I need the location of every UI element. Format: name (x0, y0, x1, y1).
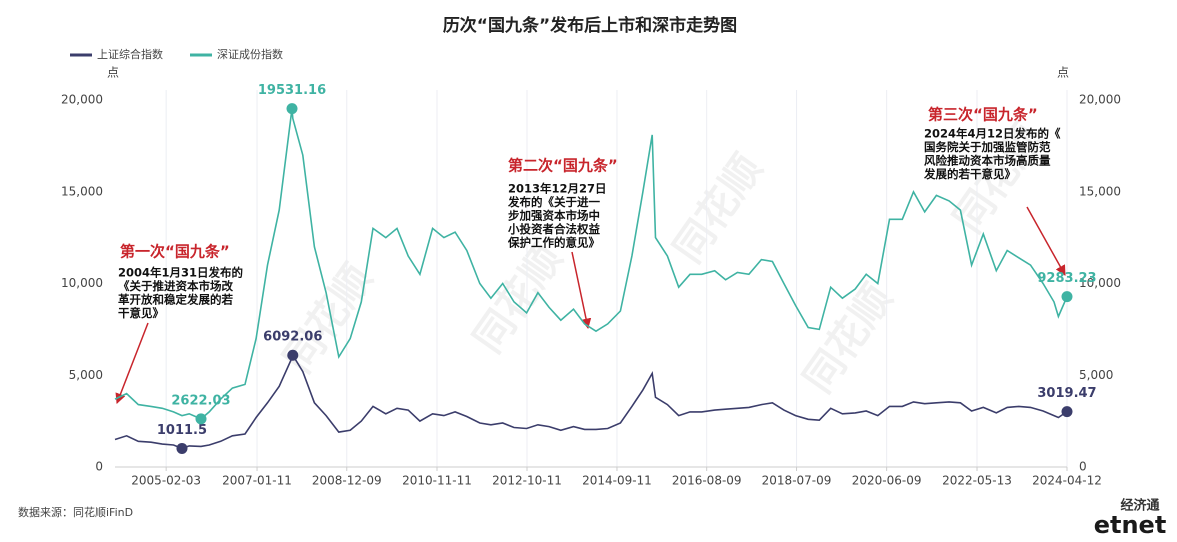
annotation-text: 小投资者合法权益 (507, 222, 600, 236)
annotation-text: 风险推动资本市场高质量 (924, 154, 1051, 168)
series-line (114, 108, 1068, 420)
watermark: 同花顺 (665, 147, 772, 272)
point-label: 9283.23 (1037, 271, 1096, 286)
annotation-text: 干意见》 (118, 306, 164, 320)
y2-tick-label: 5,000 (1079, 368, 1113, 382)
point-label: 3019.47 (1037, 386, 1096, 401)
watermark: 同花顺 (465, 237, 572, 362)
highlight-point (195, 413, 207, 425)
y-tick-label: 15,000 (61, 184, 103, 198)
x-tick-label: 2022-05-13 (942, 474, 1012, 488)
highlight-point (1061, 406, 1073, 418)
x-tick-label: 2024-04-12 (1032, 474, 1102, 488)
logo-top: 经济通 (1120, 498, 1159, 514)
arrow (1026, 206, 1066, 276)
annotation-text: 《关于推进资本市场改 (118, 279, 233, 293)
x-tick-label: 2005-02-03 (131, 474, 201, 488)
y-tick-label: 0 (95, 460, 103, 474)
y2-tick-label: 20,000 (1079, 93, 1121, 107)
chart-title: 历次“国九条”发布后上市和深市走势图 (443, 15, 737, 36)
annotation-title: 第一次“国九条” (120, 243, 230, 261)
source: 数据来源：同花顺iFinD (18, 505, 133, 519)
x-tick-label: 2020-06-09 (852, 474, 922, 488)
annotation-text: 2013年12月27日 (508, 182, 607, 196)
legend-label: 上证综合指数 (97, 47, 163, 61)
series-line (114, 353, 1068, 450)
annotation-text: 发展的若干意见》 (923, 167, 1016, 181)
highlight-point (286, 103, 298, 115)
annotation-text: 发布的《关于进一 (507, 195, 600, 209)
annotation-text: 国务院关于加强监管防范 (924, 140, 1051, 154)
annotation-text: 保护工作的意见》 (507, 236, 600, 250)
x-tick-label: 2007-01-11 (222, 474, 292, 488)
x-tick-label: 2008-12-09 (312, 474, 382, 488)
annotation-title: 第二次“国九条” (508, 157, 618, 175)
point-label: 1011.5 (157, 423, 207, 438)
y-axis-unit: 点 (107, 66, 119, 80)
highlight-point (176, 442, 188, 454)
y2-tick-label: 0 (1079, 460, 1087, 474)
highlight-point (287, 349, 299, 361)
legend-label: 深证成份指数 (217, 47, 283, 61)
arrow (571, 251, 592, 330)
point-label: 6092.06 (263, 330, 322, 345)
x-tick-label: 2010-11-11 (402, 474, 472, 488)
y2-tick-label: 15,000 (1079, 184, 1121, 198)
watermark: 同花顺 (795, 277, 902, 402)
annotation-title: 第三次“国九条” (928, 106, 1038, 124)
highlight-point (1061, 291, 1073, 303)
logo: etnet (1094, 511, 1167, 539)
arrow (115, 322, 149, 404)
annotation-text: 革开放和稳定发展的若 (118, 293, 233, 307)
y2-axis-unit: 点 (1057, 66, 1069, 80)
point-label: 19531.16 (258, 83, 326, 98)
x-tick-label: 2014-09-11 (582, 474, 652, 488)
annotation-text: 步加强资本市场中 (508, 209, 600, 223)
y2-tick-label: 10,000 (1079, 276, 1121, 290)
y-tick-label: 5,000 (69, 368, 103, 382)
annotation-text: 2024年4月12日发布的《 (924, 127, 1061, 141)
y-tick-label: 10,000 (61, 276, 103, 290)
y-tick-label: 20,000 (61, 93, 103, 107)
x-tick-label: 2012-10-11 (492, 474, 562, 488)
x-tick-label: 2018-07-09 (762, 474, 832, 488)
point-label: 2622.03 (171, 393, 230, 408)
x-tick-label: 2016-08-09 (672, 474, 742, 488)
annotation-text: 2004年1月31日发布的 (118, 266, 243, 280)
